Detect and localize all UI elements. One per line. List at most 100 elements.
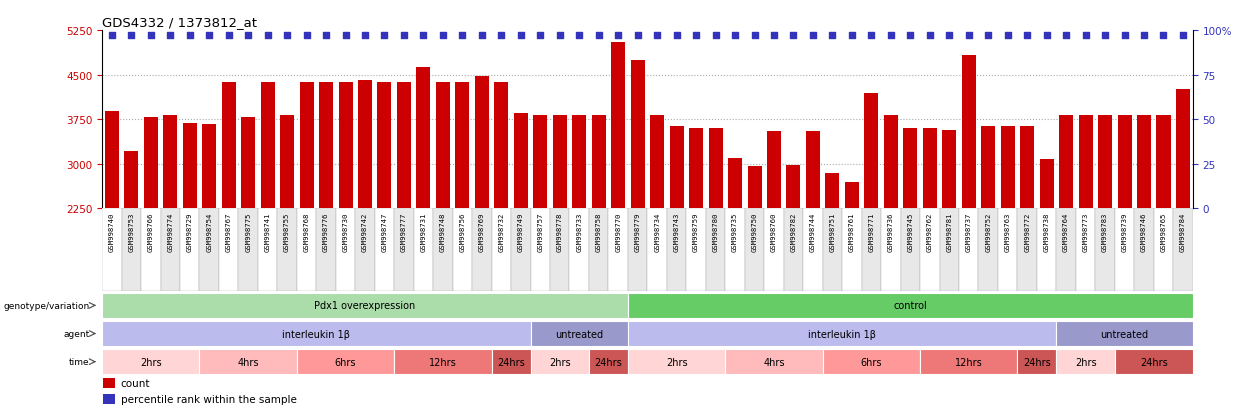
Bar: [222, 83, 235, 209]
Bar: [300, 83, 314, 209]
Text: GSM998761: GSM998761: [849, 212, 855, 252]
Bar: [1057, 349, 1114, 375]
Text: GSM998778: GSM998778: [557, 212, 563, 252]
Bar: [1017, 209, 1037, 292]
Bar: [959, 209, 979, 292]
Bar: [124, 152, 138, 209]
Point: [1114, 33, 1134, 39]
Bar: [395, 209, 413, 292]
Bar: [961, 56, 976, 209]
Bar: [533, 116, 548, 209]
Text: GSM998737: GSM998737: [966, 212, 972, 252]
Point: [1017, 33, 1037, 39]
Bar: [627, 321, 1057, 347]
Bar: [569, 209, 589, 292]
Text: untreated: untreated: [555, 329, 604, 339]
Text: GSM998756: GSM998756: [459, 212, 466, 252]
Bar: [787, 166, 801, 209]
Bar: [1078, 116, 1093, 209]
Bar: [920, 209, 940, 292]
Point: [238, 33, 258, 39]
Point: [745, 33, 764, 39]
Text: GSM998758: GSM998758: [595, 212, 601, 252]
Bar: [514, 114, 528, 209]
Bar: [296, 209, 316, 292]
Text: GSM998768: GSM998768: [304, 212, 310, 252]
Bar: [728, 159, 742, 209]
Bar: [1114, 209, 1134, 292]
Point: [316, 33, 336, 39]
Bar: [998, 209, 1017, 292]
Text: GSM998764: GSM998764: [1063, 212, 1069, 252]
Bar: [647, 209, 667, 292]
Point: [336, 33, 356, 39]
Bar: [726, 349, 823, 375]
Bar: [1057, 209, 1076, 292]
Point: [609, 33, 629, 39]
Point: [550, 33, 570, 39]
Point: [823, 33, 843, 39]
Bar: [103, 394, 115, 404]
Text: GSM998733: GSM998733: [576, 212, 583, 252]
Text: 12hrs: 12hrs: [430, 357, 457, 367]
Bar: [686, 209, 706, 292]
Bar: [667, 209, 686, 292]
Bar: [413, 209, 433, 292]
Text: GSM998774: GSM998774: [167, 212, 173, 252]
Text: GSM998736: GSM998736: [888, 212, 894, 252]
Point: [102, 33, 122, 39]
Bar: [1017, 349, 1057, 375]
Bar: [708, 128, 722, 209]
Point: [530, 33, 550, 39]
Point: [1173, 33, 1193, 39]
Text: 6hrs: 6hrs: [335, 357, 356, 367]
Text: GSM998759: GSM998759: [693, 212, 700, 252]
Bar: [219, 209, 239, 292]
Text: GSM998754: GSM998754: [207, 212, 212, 252]
Bar: [339, 83, 352, 209]
Text: 24hrs: 24hrs: [1140, 357, 1168, 367]
Bar: [1096, 209, 1114, 292]
Bar: [881, 209, 900, 292]
Point: [997, 33, 1017, 39]
Point: [920, 33, 940, 39]
Bar: [864, 94, 879, 209]
Bar: [1040, 160, 1053, 209]
Text: GSM998755: GSM998755: [284, 212, 290, 252]
Point: [492, 33, 512, 39]
Point: [472, 33, 492, 39]
Bar: [942, 130, 956, 209]
Bar: [1057, 321, 1193, 347]
Text: GSM998750: GSM998750: [752, 212, 757, 252]
Bar: [823, 349, 920, 375]
Point: [1154, 33, 1174, 39]
Point: [783, 33, 803, 39]
Bar: [650, 116, 664, 209]
Text: 12hrs: 12hrs: [955, 357, 982, 367]
Bar: [102, 209, 122, 292]
Bar: [141, 209, 161, 292]
Point: [627, 33, 647, 39]
Bar: [1134, 209, 1154, 292]
Text: 4hrs: 4hrs: [238, 357, 259, 367]
Bar: [611, 43, 625, 209]
Text: GSM998744: GSM998744: [810, 212, 815, 252]
Text: GSM998781: GSM998781: [946, 212, 952, 252]
Bar: [280, 116, 294, 209]
Text: GSM998783: GSM998783: [1102, 212, 1108, 252]
Bar: [940, 209, 959, 292]
Bar: [1037, 209, 1056, 292]
Point: [393, 33, 413, 39]
Text: genotype/variation: genotype/variation: [4, 301, 90, 310]
Bar: [103, 378, 115, 388]
Text: GSM998770: GSM998770: [615, 212, 621, 252]
Bar: [359, 81, 372, 209]
Text: GSM998769: GSM998769: [479, 212, 484, 252]
Text: GDS4332 / 1373812_at: GDS4332 / 1373812_at: [102, 16, 256, 29]
Point: [1037, 33, 1057, 39]
Bar: [979, 209, 998, 292]
Point: [666, 33, 686, 39]
Point: [258, 33, 278, 39]
Bar: [825, 174, 839, 209]
Bar: [163, 116, 177, 209]
